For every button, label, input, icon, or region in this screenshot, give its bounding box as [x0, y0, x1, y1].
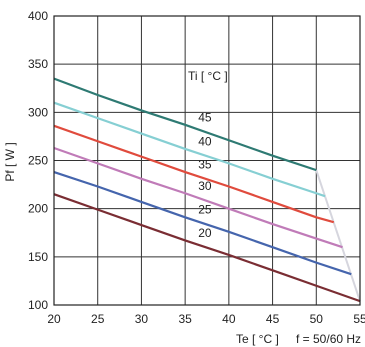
series-line-40 [53, 101, 326, 198]
series-label-25: 25 [198, 203, 212, 217]
envelope-line [315, 169, 361, 302]
y-tick-label: 350 [28, 57, 48, 71]
x-tick-label: 50 [310, 312, 324, 326]
x-tick-label: 35 [178, 312, 192, 326]
series-label-45: 45 [198, 110, 212, 124]
series-label-40: 40 [198, 134, 212, 148]
tick-labels: 20 25 30 35 40 45 50 55 100 150 200 250 300 350 400 [28, 9, 365, 326]
x-tick-label: 30 [135, 312, 149, 326]
x-axis-label: Te [ °C ] [236, 332, 279, 346]
series-line-20 [53, 193, 361, 303]
y-tick-label: 100 [28, 298, 48, 312]
y-tick-label: 200 [28, 202, 48, 216]
series-line-25 [53, 171, 352, 276]
series-line-30 [53, 146, 343, 249]
series-line-45 [53, 77, 317, 172]
series-labels: 45 40 35 30 25 20 [198, 110, 212, 239]
series-label-30: 30 [198, 179, 212, 193]
y-tick-label: 150 [28, 250, 48, 264]
x-tick-label: 25 [91, 312, 105, 326]
series-lines [53, 77, 361, 303]
frequency-note: f = 50/60 Hz [296, 332, 361, 346]
series-label-20: 20 [198, 226, 212, 240]
x-tick-label: 55 [353, 312, 365, 326]
series-label-35: 35 [198, 157, 212, 171]
series-line-35 [53, 124, 335, 224]
plot-frame [53, 15, 361, 306]
x-tick-label: 40 [222, 312, 236, 326]
x-tick-label: 20 [47, 312, 61, 326]
y-axis-label: Pf [ W ] [3, 142, 17, 181]
grid-lines [54, 16, 360, 305]
y-tick-label: 300 [28, 105, 48, 119]
series-title: Ti [ °C ] [188, 69, 228, 83]
x-tick-label: 45 [266, 312, 280, 326]
y-tick-label: 250 [28, 154, 48, 168]
y-tick-label: 400 [28, 9, 48, 23]
